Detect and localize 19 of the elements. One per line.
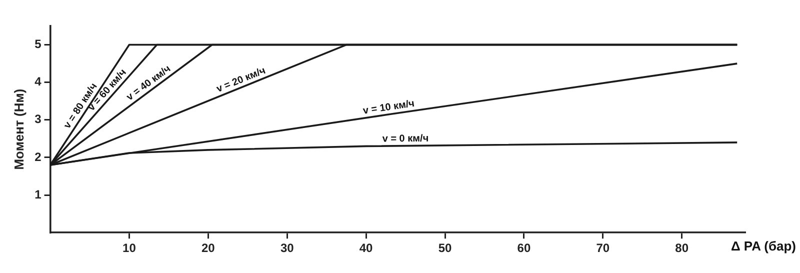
x-tick-label: 40 (359, 241, 374, 256)
y-tick-label: 5 (34, 37, 42, 52)
annotation: v = 20 км/ч (215, 65, 268, 96)
annotation: v = 40 км/ч (124, 63, 174, 104)
x-tick-label: 50 (438, 241, 452, 256)
x-tick-label: 60 (517, 241, 531, 256)
annotation: v = 10 км/ч (362, 98, 416, 117)
x-axis-title: Δ PA (бар) (730, 238, 796, 254)
y-tick-label: 3 (34, 112, 42, 126)
y-axis-title: Момент (Нм) (11, 88, 26, 170)
y-tick-label: 4 (34, 74, 42, 89)
x-tick-label: 80 (675, 241, 689, 256)
x-tick-label: 30 (280, 241, 294, 256)
annotation: v = 0 км/ч (382, 133, 429, 145)
x-tick-label: 20 (201, 241, 216, 256)
x-tick-label: 70 (596, 241, 610, 256)
y-tick-label: 2 (34, 150, 42, 164)
y-tick-label: 1 (34, 187, 42, 202)
x-tick-label: 10 (122, 241, 136, 256)
